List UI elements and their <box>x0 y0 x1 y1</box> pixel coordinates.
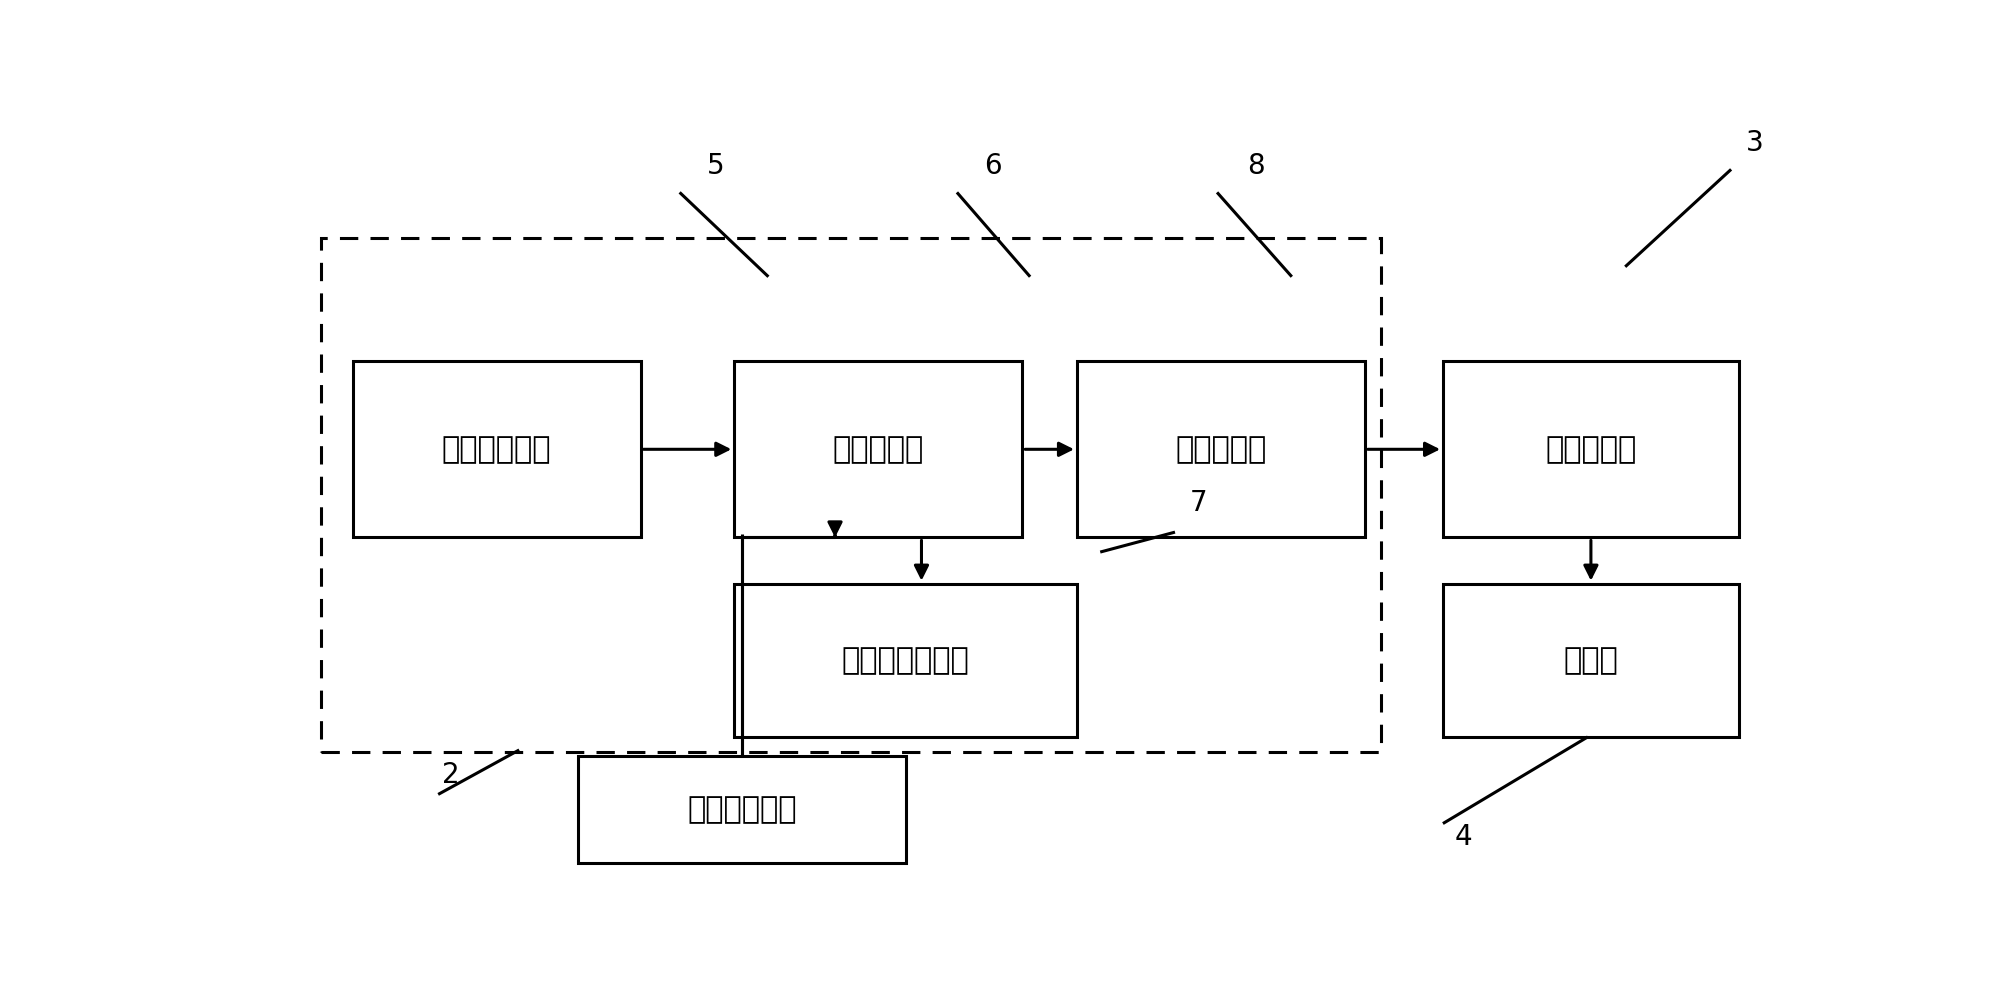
Text: 计算机: 计算机 <box>1564 645 1618 674</box>
Text: 光电倍增管: 光电倍增管 <box>1176 435 1266 464</box>
Text: 2: 2 <box>442 761 460 789</box>
Text: 4: 4 <box>1455 823 1471 851</box>
Text: 5: 5 <box>708 151 724 179</box>
Bar <box>734 362 1023 538</box>
Bar <box>1443 362 1739 538</box>
Text: 光学谐振腔: 光学谐振腔 <box>832 435 925 464</box>
Bar <box>322 238 1381 752</box>
Text: 3: 3 <box>1745 128 1763 156</box>
Bar <box>1077 362 1365 538</box>
Bar <box>579 756 904 864</box>
Bar <box>352 362 641 538</box>
Text: 8: 8 <box>1246 151 1264 179</box>
Text: 薄膜压力传感器: 薄膜压力传感器 <box>842 645 969 674</box>
Bar <box>734 584 1077 737</box>
Text: 气体收集装置: 气体收集装置 <box>687 795 796 825</box>
Bar <box>1443 584 1739 737</box>
Text: 6: 6 <box>985 151 1001 179</box>
Text: 激光光源模块: 激光光源模块 <box>442 435 551 464</box>
Text: 模数转换器: 模数转换器 <box>1546 435 1636 464</box>
Text: 7: 7 <box>1190 489 1208 517</box>
